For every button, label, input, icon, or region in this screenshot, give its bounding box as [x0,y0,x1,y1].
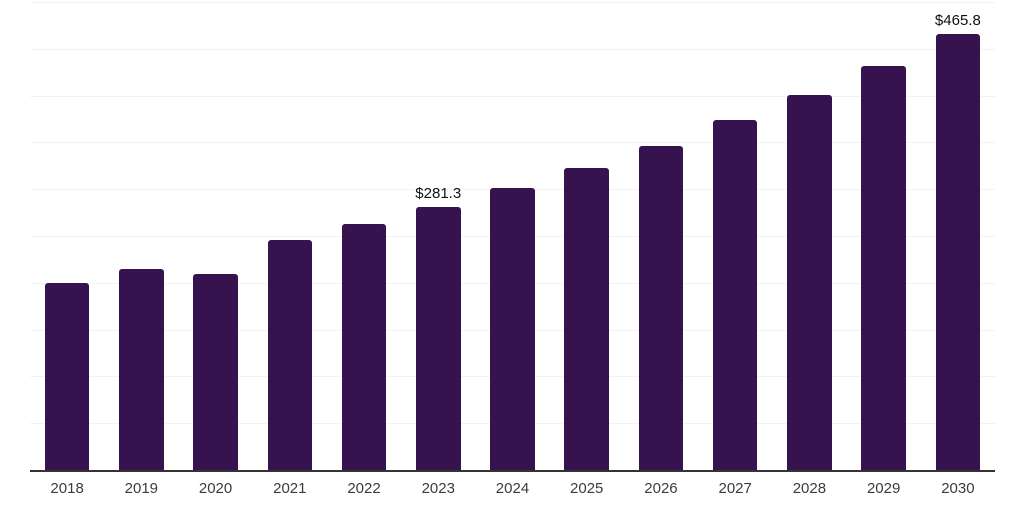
x-tick-label-2028: 2028 [792,480,827,497]
x-axis-labels: 2018 2019 2020 2021 2022 2023 2024 2025 2026 2027… [30,479,995,503]
bar-2020 [193,274,238,470]
bar-2026 [638,145,684,470]
bar-2025 [564,168,609,470]
value-label-2023: $281.3 [415,184,462,202]
bar-2021 [267,239,313,470]
x-tick-label-2025: 2025 [570,480,604,497]
gridline [30,2,995,3]
x-tick-label-2022: 2022 [347,480,381,497]
gridline [30,142,995,144]
bar-2028 [787,95,832,470]
x-tick-label-2020: 2020 [198,480,233,497]
bar-2023 [416,206,461,470]
bar-2019 [119,268,164,470]
bar-2029 [861,66,906,470]
x-axis-line [30,470,995,472]
x-tick-label-2023: 2023 [421,480,455,497]
x-tick-label-2030: 2030 [941,480,975,497]
x-tick-label-2024: 2024 [495,480,530,497]
x-tick-label-2029: 2029 [866,480,901,497]
bar-2024 [490,188,535,470]
x-tick-label-2019: 2019 [124,480,159,497]
bar-2030 [935,34,981,470]
x-tick-label-2018: 2018 [50,480,84,497]
value-label-2030: $465.8 [934,12,981,30]
bar-2022 [341,223,387,470]
bar-2018 [44,282,90,470]
bar-2027 [712,120,758,470]
plot-area: $281.3 $465.8 [30,2,995,472]
x-tick-label-2026: 2026 [644,480,678,497]
x-tick-label-2027: 2027 [718,480,752,497]
gridline [30,48,995,50]
gridline [30,95,995,97]
x-tick-label-2021: 2021 [273,480,307,497]
